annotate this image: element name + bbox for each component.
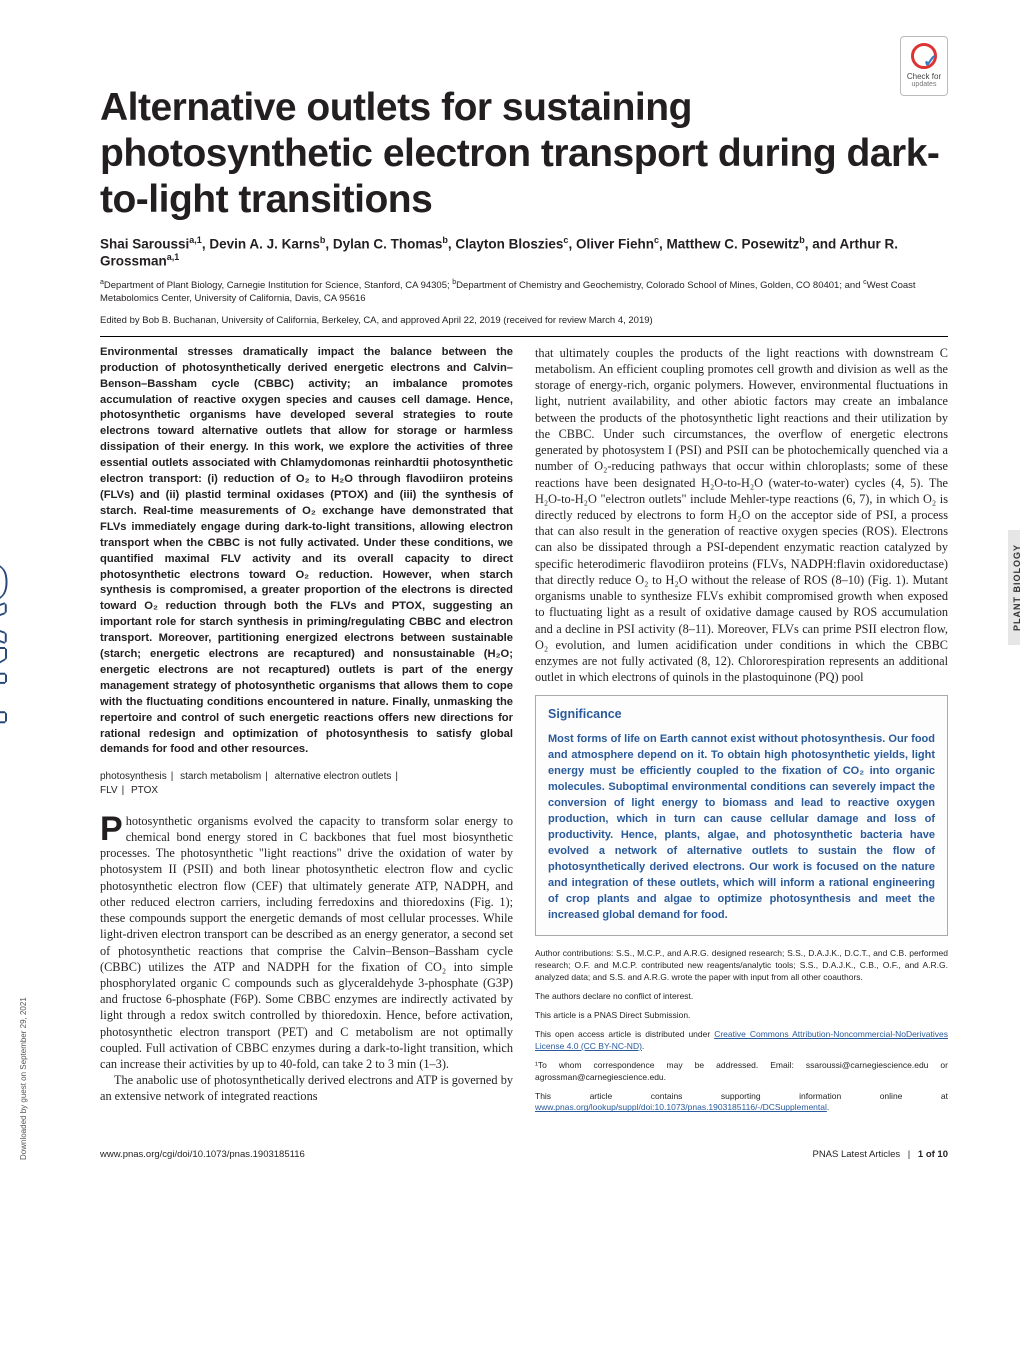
conflict-of-interest: The authors declare no conflict of inter… bbox=[535, 991, 948, 1003]
direct-submission: This article is a PNAS Direct Submission… bbox=[535, 1010, 948, 1022]
keyword: FLV bbox=[100, 785, 118, 796]
keyword: alternative electron outlets bbox=[275, 771, 392, 782]
article-metadata: Author contributions: S.S., M.C.P., and … bbox=[535, 948, 948, 1114]
footer-pagination: PNAS Latest Articles | 1 of 10 bbox=[812, 1149, 948, 1160]
dropcap: P bbox=[100, 813, 126, 844]
body-paragraph: Photosynthetic organisms evolved the cap… bbox=[100, 813, 513, 1073]
crossmark-line1: Check for bbox=[901, 72, 947, 81]
supporting-info: This article contains supporting informa… bbox=[535, 1091, 948, 1115]
si-link[interactable]: www.pnas.org/lookup/suppl/doi:10.1073/pn… bbox=[535, 1102, 827, 1112]
page-footer: www.pnas.org/cgi/doi/10.1073/pnas.190318… bbox=[100, 1143, 948, 1160]
keywords: photosynthesis| starch metabolism| alter… bbox=[100, 770, 513, 796]
significance-box: Significance Most forms of life on Earth… bbox=[535, 695, 948, 936]
significance-text: Most forms of life on Earth cannot exist… bbox=[548, 731, 935, 924]
significance-heading: Significance bbox=[548, 706, 935, 723]
divider bbox=[100, 336, 948, 337]
keyword: photosynthesis bbox=[100, 771, 167, 782]
keyword: PTOX bbox=[131, 785, 158, 796]
crossmark-line2: updates bbox=[901, 81, 947, 88]
correspondence: ¹To whom correspondence may be addressed… bbox=[535, 1060, 948, 1084]
keyword: starch metabolism bbox=[180, 771, 261, 782]
body-paragraph: The anabolic use of photosynthetically d… bbox=[100, 1072, 513, 1104]
abstract: Environmental stresses dramatically impa… bbox=[100, 345, 513, 759]
body-paragraph: that ultimately couples the products of … bbox=[535, 345, 948, 686]
author-contributions: Author contributions: S.S., M.C.P., and … bbox=[535, 948, 948, 984]
license-statement: This open access article is distributed … bbox=[535, 1029, 948, 1053]
article-title: Alternative outlets for sustaining photo… bbox=[100, 85, 948, 223]
crossmark-icon bbox=[911, 43, 937, 69]
footer-doi: www.pnas.org/cgi/doi/10.1073/pnas.190318… bbox=[100, 1149, 305, 1160]
author-list: Shai Saroussia,1, Devin A. J. Karnsb, Dy… bbox=[100, 235, 948, 268]
affiliations: aDepartment of Plant Biology, Carnegie I… bbox=[100, 278, 948, 306]
crossmark-badge[interactable]: Check for updates bbox=[900, 36, 948, 96]
edited-by: Edited by Bob B. Buchanan, University of… bbox=[100, 315, 948, 326]
